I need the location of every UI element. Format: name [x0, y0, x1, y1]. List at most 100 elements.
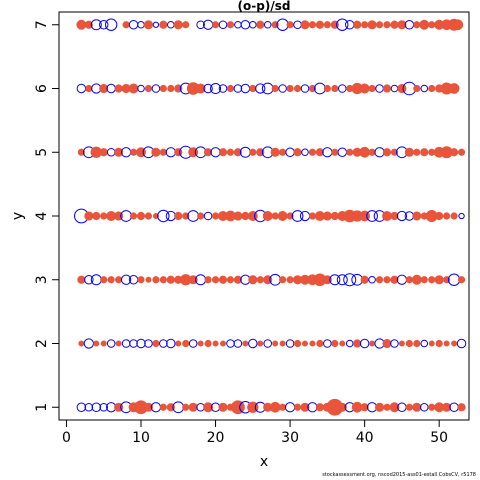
- residual-point-y2-13: [175, 340, 182, 347]
- residual-point-y1-11: [159, 403, 167, 411]
- residual-point-y2-30: [302, 340, 308, 347]
- residual-point-y6-1: [85, 84, 93, 93]
- residual-point-y7-39: [383, 21, 391, 29]
- residual-point-y3-17: [204, 276, 212, 284]
- residual-point-y6-47: [428, 84, 436, 93]
- residual-point-y2-33: [323, 339, 332, 348]
- x-axis: 0 10 20 30 40 50: [62, 420, 448, 446]
- residual-point-y2-24: [257, 340, 264, 347]
- residual-point-y3-48: [434, 275, 444, 285]
- residual-point-y2-29: [293, 339, 302, 348]
- residual-point-y1-14: [182, 403, 190, 411]
- residual-point-y1-17: [203, 402, 214, 413]
- residual-point-y3-36: [343, 273, 357, 287]
- residual-point-y3-10: [152, 276, 160, 284]
- residual-point-y3-6: [120, 274, 132, 285]
- residual-point-y1-49: [442, 402, 452, 412]
- residual-point-y4-25: [262, 211, 273, 221]
- residual-point-y4-26: [271, 212, 279, 220]
- residual-point-y2-7: [129, 339, 138, 348]
- residual-point-y1-46: [419, 402, 429, 412]
- residual-point-y2-38: [359, 338, 370, 349]
- residual-point-y1-9: [143, 402, 153, 412]
- residual-point-y6-39: [368, 84, 376, 93]
- residual-point-y6-50: [448, 83, 460, 94]
- residual-point-y4-8: [136, 211, 146, 221]
- residual-point-y1-3: [99, 402, 109, 412]
- residual-point-y5-26: [270, 147, 280, 157]
- residual-point-y5-27: [279, 148, 287, 156]
- residual-point-y2-50: [451, 340, 458, 347]
- residual-point-y1-41: [383, 403, 391, 411]
- residual-point-y6-41: [382, 84, 392, 93]
- residual-point-y5-46: [420, 148, 429, 157]
- residual-point-y6-23: [249, 84, 257, 93]
- residual-point-y2-46: [420, 339, 429, 348]
- residual-point-y6-22: [240, 83, 251, 94]
- residual-point-y5-29: [293, 148, 302, 157]
- residual-point-y7-34: [344, 20, 355, 30]
- residual-point-y6-32: [314, 82, 326, 95]
- residual-point-y7-36: [361, 21, 369, 29]
- residual-point-y4-14: [182, 212, 190, 220]
- residual-point-y5-41: [382, 148, 392, 157]
- residual-point-y5-20: [226, 148, 235, 156]
- residual-point-y3-19: [218, 275, 228, 284]
- residual-point-y3-51: [457, 276, 466, 284]
- residual-point-y3-43: [396, 274, 408, 285]
- residual-point-y7-11: [167, 20, 175, 29]
- residual-point-y2-44: [405, 339, 413, 348]
- residual-point-y1-2: [91, 402, 102, 412]
- residual-point-y7-14: [196, 20, 205, 30]
- residual-point-y7-23: [263, 20, 272, 29]
- residual-point-y7-20: [240, 20, 251, 30]
- residual-point-y4-45: [412, 211, 422, 221]
- residual-point-y6-8: [137, 84, 145, 93]
- residual-point-y5-38: [359, 146, 370, 158]
- y-tick-label: 1: [34, 403, 50, 412]
- residual-point-y7-40: [390, 20, 399, 29]
- y-tick-label: 4: [34, 211, 50, 220]
- residual-point-y4-7: [129, 212, 138, 220]
- residual-point-y2-0: [78, 340, 85, 347]
- residual-point-y6-27: [278, 84, 287, 93]
- residual-point-y3-42: [390, 275, 399, 284]
- residual-point-y3-27: [279, 276, 287, 284]
- residual-point-y2-37: [353, 339, 362, 348]
- residual-point-y3-15: [188, 275, 198, 285]
- residual-point-y3-34: [329, 274, 341, 286]
- residual-point-y6-17: [203, 83, 213, 94]
- residual-point-y4-42: [390, 211, 399, 221]
- residual-point-y6-33: [323, 84, 331, 93]
- residual-point-y4-29: [291, 210, 304, 222]
- residual-point-y5-18: [210, 147, 221, 158]
- residual-point-y5-11: [159, 148, 167, 156]
- residual-point-y5-42: [390, 148, 399, 156]
- residual-point-y4-21: [233, 211, 243, 221]
- residual-point-y1-27: [279, 403, 287, 411]
- residual-point-y7-38: [375, 21, 384, 29]
- residual-point-y2-15: [188, 339, 198, 348]
- residual-point-y4-28: [286, 212, 294, 220]
- residual-point-y1-47: [428, 403, 436, 411]
- residual-point-y5-35: [337, 147, 348, 157]
- y-tick-label: 5: [34, 148, 50, 157]
- y-axis: 1 2 3 4 5 6 7: [34, 20, 59, 412]
- residual-point-y5-4: [106, 147, 116, 157]
- residual-point-y2-8: [136, 338, 146, 349]
- residual-point-y2-26: [272, 340, 279, 347]
- residual-point-y2-35: [339, 340, 346, 347]
- residual-point-y5-44: [404, 147, 414, 157]
- x-tick-label: 30: [281, 430, 299, 446]
- residual-point-y1-15: [188, 402, 198, 412]
- residual-point-y2-34: [331, 339, 339, 348]
- residual-point-y6-30: [300, 84, 310, 93]
- residual-point-y2-31: [309, 340, 316, 347]
- residual-point-y1-38: [360, 403, 369, 412]
- residual-point-y7-2: [90, 19, 102, 31]
- residual-point-y5-51: [457, 148, 466, 156]
- residual-point-y2-39: [369, 340, 376, 347]
- residual-point-y7-27: [293, 20, 302, 30]
- residual-point-y1-42: [389, 402, 400, 413]
- residual-point-y1-35: [337, 402, 347, 412]
